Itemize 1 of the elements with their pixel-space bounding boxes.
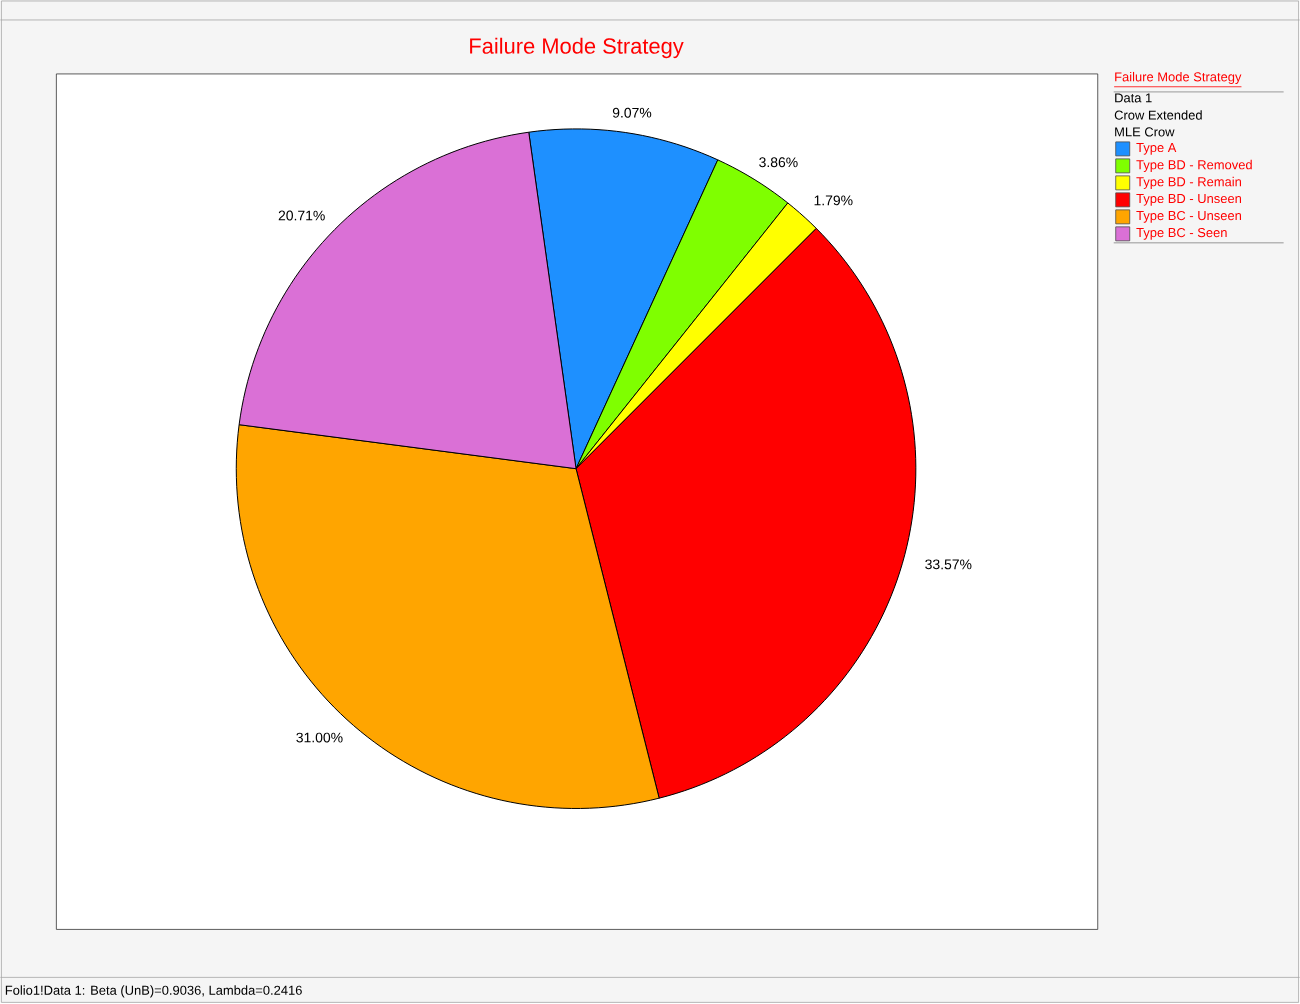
chart-title: Failure Mode Strategy	[470, 38, 684, 59]
